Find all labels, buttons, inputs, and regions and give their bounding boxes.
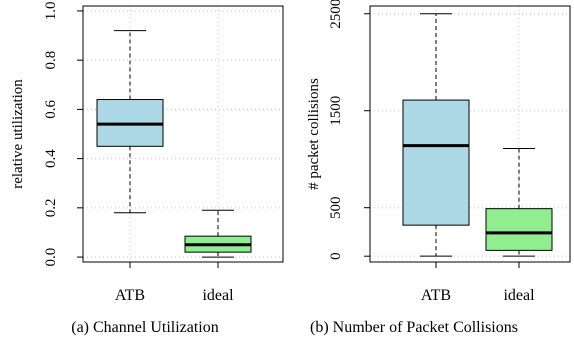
- y-axis-label: # packet collisions: [306, 78, 322, 190]
- chart-channel-utilization: 0.0 0.2 0.4 0.6 0.8 1.0 relative utilization AT…: [10, 2, 284, 304]
- box-atb: [402, 99, 470, 226]
- y-tick-label: 1500: [328, 96, 344, 126]
- y-tick-label: 0.8: [43, 51, 59, 70]
- x-tick-label: ATB: [421, 287, 451, 304]
- chart-packet-collisions: 0 500 1500 2500 # packet collisions ATB ideal: [306, 0, 571, 304]
- caption-channel-utilization: (a) Channel Utilization: [71, 319, 219, 336]
- y-tick-label: 0.4: [43, 149, 59, 168]
- y-tick-label: 0.6: [43, 100, 59, 119]
- y-axis-label: relative utilization: [10, 79, 26, 189]
- plot-frame: [369, 5, 571, 263]
- x-tick-label: ideal: [503, 287, 535, 304]
- x-tick-label: ATB: [115, 287, 145, 304]
- box-ideal: [485, 208, 553, 251]
- y-tick-label: 2500: [328, 0, 344, 29]
- y-tick-label: 0.2: [43, 198, 59, 217]
- y-tick-label: 500: [328, 196, 344, 219]
- plot-frame: [82, 5, 284, 263]
- y-tick-label: 0.0: [43, 248, 59, 267]
- caption-packet-collisions: (b) Number of Packet Collisions: [310, 319, 518, 336]
- x-tick-label: ideal: [202, 287, 234, 304]
- y-tick-label: 1.0: [43, 2, 59, 21]
- y-tick-label: 0: [328, 252, 344, 260]
